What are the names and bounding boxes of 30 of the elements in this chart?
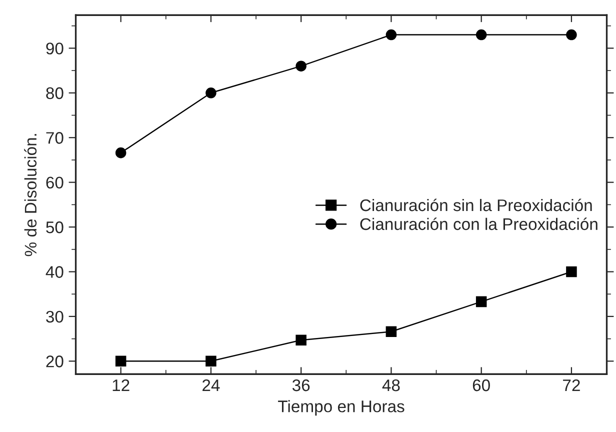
point — [115, 356, 126, 367]
x-tick-label: 72 — [563, 379, 580, 392]
x-tick-label: 24 — [202, 379, 220, 392]
legend-label: Cianuración con la Preoxidación — [360, 218, 598, 230]
point — [206, 356, 216, 367]
point — [115, 147, 126, 158]
point — [386, 326, 397, 338]
y-tick-label: 60 — [46, 176, 64, 189]
point — [386, 29, 397, 40]
y-tick-label: 30 — [46, 310, 64, 323]
point — [476, 29, 487, 40]
x-axis-title: Tiempo en Horas — [278, 400, 404, 416]
y-tick-label: 20 — [46, 356, 64, 368]
y-axis-title: % de Disolución. — [24, 134, 37, 256]
point — [566, 29, 577, 40]
legend-label: Cianuración sin la Preoxidación — [360, 198, 592, 212]
y-tick-label: 50 — [46, 221, 64, 234]
y-tick-label: 80 — [46, 87, 64, 100]
x-tick-label: 48 — [382, 379, 400, 392]
x-tick-label: 12 — [112, 379, 130, 392]
point — [566, 266, 577, 278]
point — [296, 334, 306, 346]
point — [206, 88, 216, 98]
point — [296, 60, 306, 72]
x-tick-label: 36 — [292, 379, 310, 392]
y-tick-label: 90 — [46, 42, 64, 54]
point — [476, 296, 487, 308]
y-tick-label: 40 — [46, 266, 64, 278]
y-tick-label: 70 — [46, 132, 64, 144]
x-tick-label: 60 — [472, 379, 490, 392]
